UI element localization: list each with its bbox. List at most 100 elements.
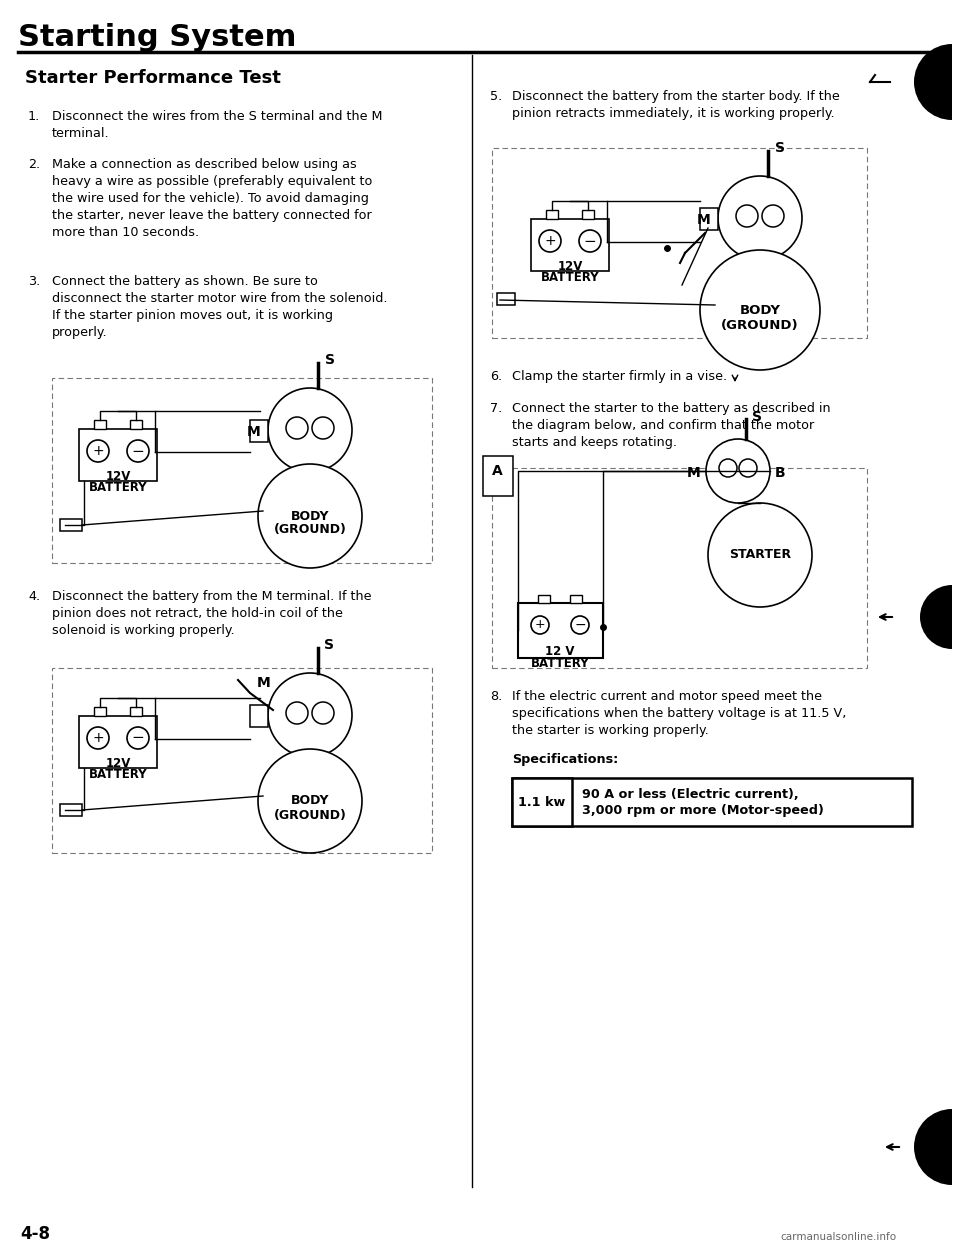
Bar [52,668,432,853]
Text: A: A [492,465,503,478]
Text: −: − [574,619,586,632]
Text: Connect the starter to the battery as described in
the diagram below, and confir: Connect the starter to the battery as de… [512,402,830,450]
Text: Connect the battery as shown. Be sure to
disconnect the starter motor wire from : Connect the battery as shown. Be sure to… [52,274,388,339]
Circle shape [700,250,820,370]
Bar [79,715,157,768]
Text: −: − [132,730,144,745]
Bar [492,148,867,338]
Circle shape [539,230,561,252]
Text: S: S [325,353,335,366]
Text: (GROUND): (GROUND) [721,318,799,332]
Bar [700,207,718,230]
Bar [517,602,603,657]
Text: Disconnect the wires from the S terminal and the M
terminal.: Disconnect the wires from the S terminal… [52,111,382,140]
Bar [94,707,106,715]
Text: Specifications:: Specifications: [512,753,618,766]
Text: Disconnect the battery from the M terminal. If the
pinion does not retract, the : Disconnect the battery from the M termin… [52,590,372,637]
Bar [130,420,142,428]
Circle shape [706,438,770,503]
Circle shape [719,460,737,477]
Text: 3.: 3. [28,274,40,288]
Bar [512,777,572,826]
Text: 12V: 12V [106,469,131,483]
Circle shape [286,702,308,724]
Circle shape [258,749,362,853]
Circle shape [268,673,352,758]
Text: 8.: 8. [490,691,502,703]
Text: −: − [132,443,144,458]
Bar [250,420,268,442]
Circle shape [739,460,757,477]
Text: S: S [775,142,785,155]
Circle shape [127,440,149,462]
Circle shape [312,702,334,724]
Circle shape [127,727,149,749]
Wedge shape [914,43,952,120]
Bar [94,420,106,428]
Text: 3,000 rpm or more (Motor-speed): 3,000 rpm or more (Motor-speed) [582,804,824,817]
Text: 90 A or less (Electric current),: 90 A or less (Electric current), [582,787,799,801]
Bar [546,210,558,219]
Wedge shape [920,585,952,650]
Text: STARTER: STARTER [729,549,791,561]
Text: Make a connection as described below using as
heavy a wire as possible (preferab: Make a connection as described below usi… [52,158,372,238]
Circle shape [268,388,352,472]
Bar [483,456,513,496]
Text: M: M [257,676,271,691]
Text: BODY: BODY [291,509,329,523]
Text: 1.1 kw: 1.1 kw [518,795,565,809]
Circle shape [762,205,784,227]
Text: +: + [544,233,556,248]
Text: BATTERY: BATTERY [88,768,147,781]
Text: +: + [92,443,104,458]
Bar [570,595,582,602]
Text: 7.: 7. [490,402,502,415]
Text: −: − [584,233,596,248]
Bar [250,705,268,727]
Text: 12V: 12V [558,260,583,273]
Circle shape [571,616,589,633]
Text: B: B [775,466,785,479]
Text: carmanualsonline.info: carmanualsonline.info [780,1232,896,1242]
Text: 4-8: 4-8 [20,1225,50,1242]
Text: BODY: BODY [291,795,329,807]
Text: 6.: 6. [490,370,502,383]
Bar [130,707,142,715]
Text: M: M [247,425,260,438]
Bar [60,519,82,532]
Circle shape [87,727,109,749]
Circle shape [531,616,549,633]
Text: 12 V: 12 V [545,645,575,658]
Text: (GROUND): (GROUND) [274,523,347,537]
Text: If the electric current and motor speed meet the
specifications when the battery: If the electric current and motor speed … [512,691,847,737]
Text: S: S [752,410,762,424]
Bar [512,777,912,826]
Circle shape [286,417,308,438]
Bar [60,804,82,816]
Text: BODY: BODY [739,303,780,317]
Bar [497,293,515,306]
Circle shape [87,440,109,462]
Text: BATTERY: BATTERY [88,481,147,494]
Bar [538,595,550,602]
Text: S: S [324,638,334,652]
Text: 12V: 12V [106,758,131,770]
Text: M: M [696,212,710,227]
Text: Disconnect the battery from the starter body. If the
pinion retracts immediately: Disconnect the battery from the starter … [512,89,840,120]
Bar [52,378,432,563]
Text: Clamp the starter firmly in a vise.: Clamp the starter firmly in a vise. [512,370,727,383]
Text: +: + [535,619,545,631]
Text: 5.: 5. [490,89,502,103]
Circle shape [258,465,362,568]
Text: BATTERY: BATTERY [531,657,589,669]
Text: 4.: 4. [28,590,40,604]
Text: +: + [92,732,104,745]
Bar [582,210,594,219]
Circle shape [579,230,601,252]
Circle shape [708,503,812,607]
Text: Starter Performance Test: Starter Performance Test [25,70,281,87]
Bar [531,219,609,271]
Text: BATTERY: BATTERY [540,271,599,284]
Circle shape [718,176,802,260]
Circle shape [312,417,334,438]
